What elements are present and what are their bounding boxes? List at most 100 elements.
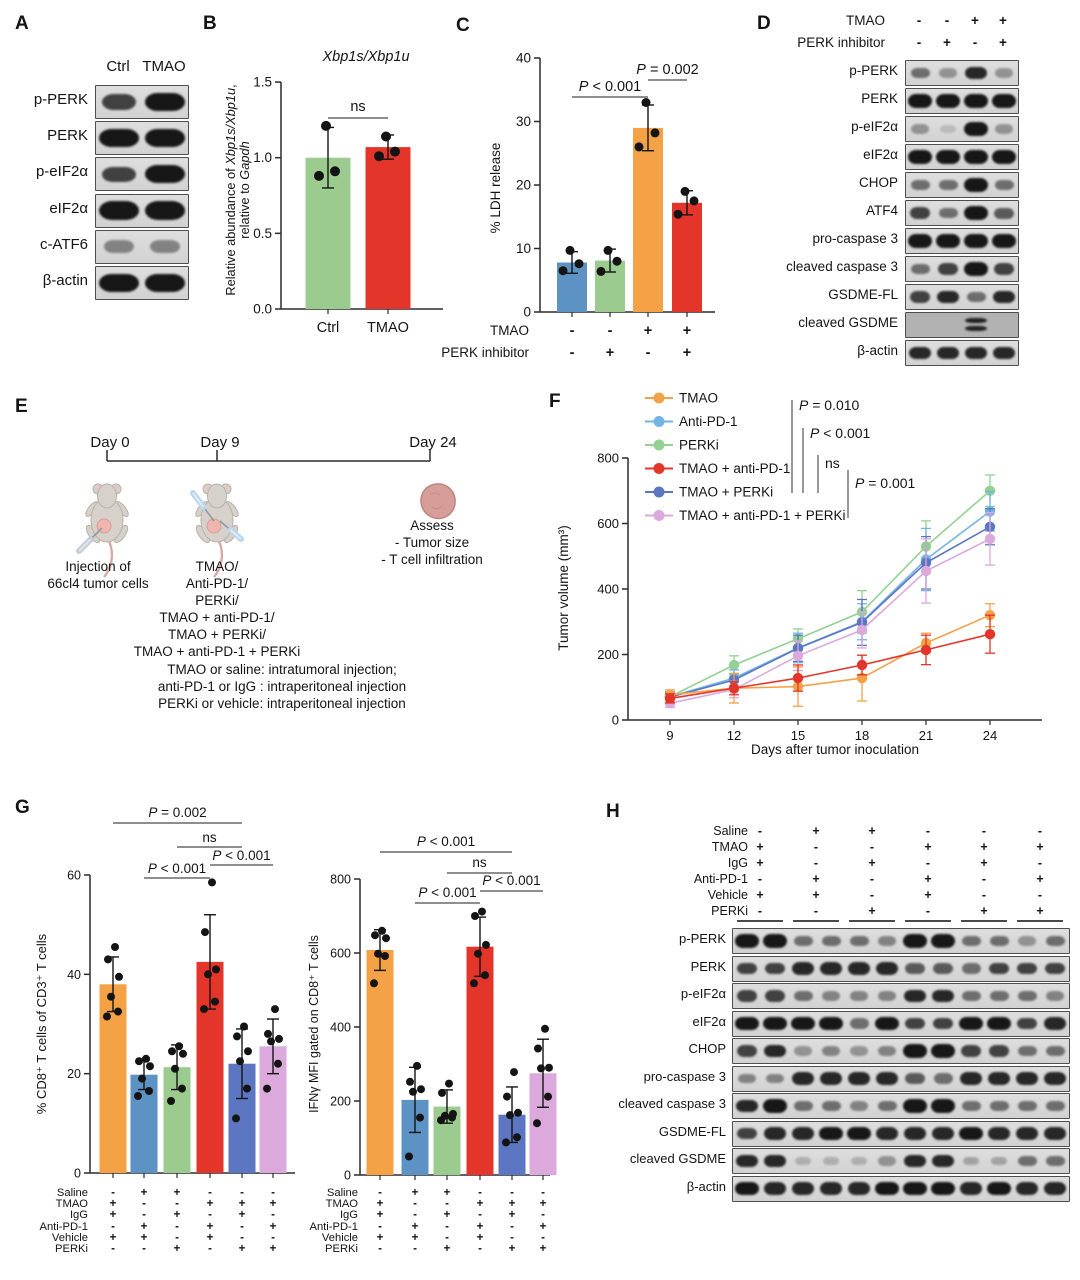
blot-band bbox=[793, 1100, 813, 1112]
data-point bbox=[390, 146, 400, 157]
blot-band bbox=[1043, 1072, 1067, 1085]
blot-band bbox=[903, 1127, 927, 1140]
data-point bbox=[438, 1088, 446, 1097]
y-tick-label: 200 bbox=[597, 647, 619, 662]
condition-value: - bbox=[240, 1221, 244, 1233]
blot-box bbox=[732, 983, 1070, 1009]
condition-value: - bbox=[142, 1209, 146, 1221]
condition-value: - bbox=[142, 1243, 146, 1255]
blot-band bbox=[964, 66, 988, 80]
blot-band bbox=[989, 935, 1009, 947]
data-point bbox=[984, 485, 996, 496]
x-tick-label: 9 bbox=[666, 728, 673, 743]
data-point bbox=[856, 672, 868, 684]
condition-value: + bbox=[540, 1221, 547, 1233]
blot-band bbox=[959, 1126, 984, 1141]
condition-value: - bbox=[1037, 856, 1043, 870]
panel-e-label: E bbox=[15, 396, 29, 417]
series-tmao-anti-pd-1 bbox=[664, 614, 996, 704]
y-axis-label: % LDH release bbox=[488, 143, 503, 234]
condition-value: - bbox=[111, 1221, 115, 1233]
blot-band bbox=[910, 263, 930, 275]
blot-row-label: β-actin bbox=[857, 343, 898, 358]
blot-band bbox=[931, 934, 956, 948]
blot-box bbox=[732, 1065, 1070, 1092]
chart-title: Xbp1s/Xbp1u bbox=[321, 49, 409, 65]
blot-band bbox=[964, 262, 989, 276]
condition-value: - bbox=[111, 1187, 115, 1199]
condition-value: + bbox=[756, 840, 764, 854]
legend-label: TMAO bbox=[679, 391, 718, 406]
mouse-tail bbox=[213, 540, 224, 578]
blot-box bbox=[95, 229, 189, 264]
y-tick-label: 0 bbox=[523, 305, 531, 320]
condition-row-label: Saline bbox=[713, 824, 748, 838]
blot-row-label: β-actin bbox=[686, 1178, 726, 1194]
condition-value: + bbox=[1036, 840, 1044, 854]
blot-band bbox=[735, 1016, 760, 1031]
condition-row-label: TMAO bbox=[56, 1198, 89, 1210]
blot-band bbox=[933, 1073, 953, 1084]
data-point bbox=[920, 644, 932, 656]
data-point bbox=[145, 1087, 153, 1095]
blot-band bbox=[964, 326, 988, 331]
data-point bbox=[792, 672, 804, 684]
syringe-barrel-highlight bbox=[78, 538, 92, 552]
blot-band bbox=[964, 317, 988, 323]
blot-band bbox=[938, 179, 958, 191]
blot-band bbox=[791, 1127, 815, 1140]
condition-row-label: IgG bbox=[70, 1209, 88, 1221]
blot-box bbox=[905, 312, 1019, 338]
blot-band bbox=[931, 1154, 955, 1168]
data-point bbox=[534, 1044, 542, 1053]
data-point bbox=[240, 1022, 248, 1031]
condition-row-label: PERKi bbox=[55, 1243, 88, 1255]
data-point bbox=[856, 659, 868, 671]
data-point bbox=[378, 926, 386, 935]
condition-value: - bbox=[541, 1209, 545, 1221]
data-point bbox=[142, 1054, 150, 1063]
caption-treatments-line: Anti-PD-1/ bbox=[186, 576, 249, 591]
legend-item: PERKi bbox=[645, 438, 719, 453]
data-point bbox=[533, 1119, 541, 1128]
caption-treatments-line: TMAO/ bbox=[196, 559, 239, 574]
blot-band bbox=[936, 94, 961, 108]
data-point bbox=[107, 992, 115, 1001]
footnote-line: PERKi or vehicle: intraperitoneal inject… bbox=[158, 696, 406, 711]
blot-band bbox=[993, 263, 1015, 275]
mouse-icon bbox=[76, 483, 129, 578]
blot-box bbox=[732, 1010, 1070, 1037]
blot-band bbox=[959, 1182, 983, 1195]
condition-value: - bbox=[972, 35, 978, 50]
blot-row-label: pro-caspase 3 bbox=[812, 231, 898, 246]
data-point bbox=[574, 259, 584, 269]
blot-band bbox=[849, 935, 869, 947]
condition-value: - bbox=[570, 345, 575, 361]
condition-value: + bbox=[444, 1187, 451, 1199]
blot-band bbox=[909, 291, 931, 303]
condition-value: + bbox=[110, 1232, 117, 1244]
legend-marker-icon bbox=[653, 486, 665, 498]
x-category-label: Ctrl bbox=[317, 320, 340, 336]
blot-band bbox=[936, 290, 960, 304]
blot-band bbox=[940, 125, 956, 134]
footnote-line: TMAO or saline: intratumoral injection; bbox=[167, 662, 397, 677]
condition-value: + bbox=[239, 1209, 246, 1221]
data-point bbox=[478, 907, 486, 916]
condition-value: + bbox=[812, 824, 820, 838]
condition-value: + bbox=[174, 1209, 181, 1221]
sig-label: P = 0.002 bbox=[636, 62, 698, 78]
blot-band bbox=[735, 934, 760, 948]
blot-band bbox=[791, 1016, 816, 1031]
blot-box bbox=[905, 116, 1019, 142]
blot-row-label: ATF4 bbox=[865, 203, 898, 218]
blot-box bbox=[732, 1038, 1070, 1064]
blot-band bbox=[104, 240, 134, 254]
data-point bbox=[470, 979, 478, 988]
series-tmao-perki bbox=[664, 508, 996, 703]
blot-row-label: eIF2α bbox=[863, 147, 898, 162]
x-tick-label: 21 bbox=[919, 728, 933, 743]
condition-value: - bbox=[378, 1221, 382, 1233]
y-tick-label: 800 bbox=[330, 873, 351, 887]
condition-value: + bbox=[924, 872, 932, 886]
